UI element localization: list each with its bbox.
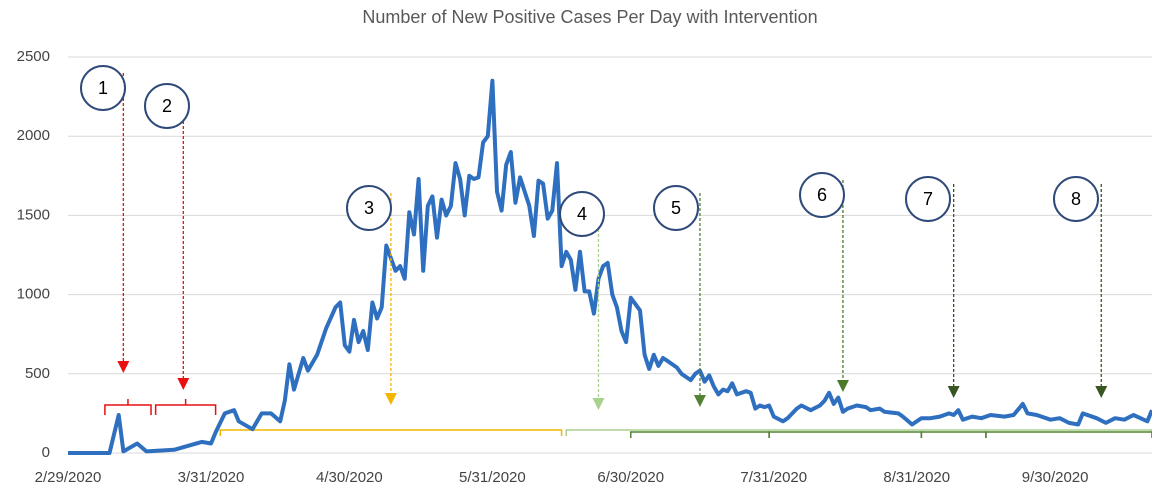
bracket <box>219 429 563 436</box>
data-line <box>68 78 1152 455</box>
bracket <box>920 431 987 438</box>
y-tick-label: 0 <box>42 444 50 461</box>
x-tick-label: 7/31/2020 <box>740 469 807 486</box>
annotation-label: 7 <box>923 189 933 209</box>
x-tick-label: 4/30/2020 <box>316 469 383 486</box>
y-tick-label: 2000 <box>17 127 50 144</box>
annotation-circle <box>80 65 126 111</box>
x-tick-label: 6/30/2020 <box>597 469 664 486</box>
chart-title: Number of New Positive Cases Per Day wit… <box>362 7 817 27</box>
x-tick-label: 9/30/2020 <box>1022 469 1089 486</box>
annotation-circle <box>346 185 392 231</box>
annotation-label: 2 <box>162 96 172 116</box>
annotation-label: 4 <box>577 204 587 224</box>
arrow-head <box>836 380 849 392</box>
bracket <box>985 431 1152 438</box>
annotation-label: 8 <box>1071 189 1081 209</box>
arrow-head <box>693 395 706 407</box>
arrow-head <box>947 386 960 398</box>
annotation-circle <box>559 191 605 237</box>
y-tick-label: 500 <box>25 365 50 382</box>
arrow-head <box>177 378 190 390</box>
x-tick-label: 3/31/2020 <box>178 469 245 486</box>
bracket <box>768 431 923 438</box>
annotation-label: 5 <box>671 198 681 218</box>
annotation-circle <box>653 185 699 231</box>
bracket <box>154 404 217 415</box>
annotation-circle <box>144 83 190 129</box>
annotation-label: 6 <box>817 185 827 205</box>
arrow-head <box>117 361 130 373</box>
annotation-circle <box>799 172 845 218</box>
arrow-head <box>384 393 397 405</box>
arrow-head <box>1095 386 1108 398</box>
arrow-head <box>592 398 605 410</box>
y-tick-label: 2500 <box>17 48 50 65</box>
bracket <box>630 431 770 438</box>
annotation-circle <box>905 176 951 222</box>
annotation-label: 1 <box>98 78 108 98</box>
y-tick-label: 1500 <box>17 206 50 223</box>
bracket <box>565 429 1152 436</box>
x-tick-label: 2/29/2020 <box>35 469 102 486</box>
x-tick-label: 8/31/2020 <box>883 469 950 486</box>
x-tick-label: 5/31/2020 <box>459 469 526 486</box>
annotation-circle <box>1053 176 1099 222</box>
bracket <box>104 404 152 415</box>
annotation-label: 3 <box>364 198 374 218</box>
y-tick-label: 1000 <box>17 286 50 303</box>
